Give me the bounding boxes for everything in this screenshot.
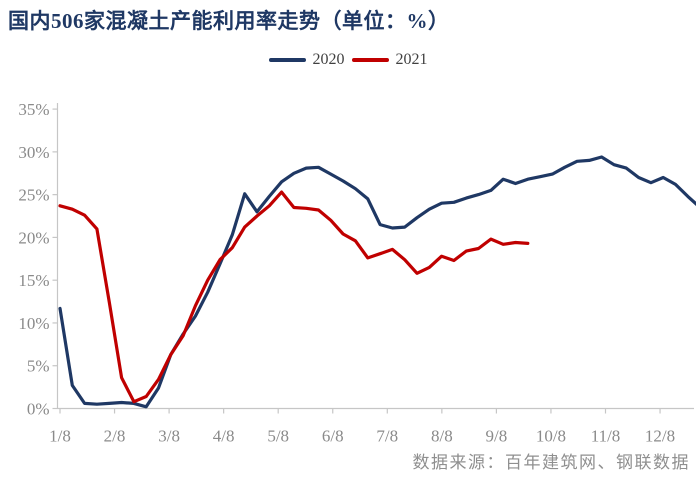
x-tick-label: 4/8 <box>213 427 235 446</box>
y-tick-label: 30% <box>18 143 49 162</box>
x-tick-label: 3/8 <box>158 427 180 446</box>
source-note: 数据来源：百年建筑网、钢联数据 <box>412 453 690 472</box>
x-tick-label: 9/8 <box>486 427 508 446</box>
x-tick-label: 12/8 <box>645 427 675 446</box>
x-tick-label: 10/8 <box>536 427 566 446</box>
x-tick-label: 7/8 <box>376 427 398 446</box>
series-line-2020 <box>58 155 696 409</box>
x-tick-label: 6/8 <box>322 427 344 446</box>
legend-label-2020: 2020 <box>312 51 345 68</box>
y-tick-label: 0% <box>27 400 50 419</box>
legend: 2020 2021 <box>0 51 696 69</box>
x-tick-label: 11/8 <box>591 427 621 446</box>
chart-title: 国内506家混凝土产能利用率走势（单位：%） <box>8 9 450 33</box>
x-tick-label: 1/8 <box>49 427 71 446</box>
x-tick-label: 2/8 <box>104 427 126 446</box>
series-line-2021 <box>58 190 530 404</box>
y-tick-label: 35% <box>18 100 49 119</box>
y-tick-label: 20% <box>18 228 49 247</box>
y-tick-label: 5% <box>27 357 50 376</box>
y-tick-label: 10% <box>18 314 49 333</box>
x-tick-label: 8/8 <box>431 427 453 446</box>
legend-line-2021-swatch <box>351 58 389 62</box>
y-tick-label: 25% <box>18 186 49 205</box>
legend-line-2020-swatch <box>268 58 306 62</box>
legend-label-2021: 2021 <box>395 51 428 68</box>
y-tick-label: 15% <box>18 271 49 290</box>
x-tick-label: 5/8 <box>267 427 289 446</box>
